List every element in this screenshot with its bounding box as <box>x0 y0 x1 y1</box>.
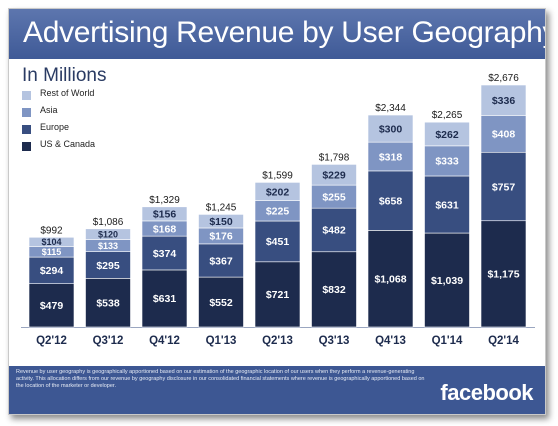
bar-europe-4 <box>254 220 301 263</box>
bar-europe-6 <box>367 170 414 231</box>
total-label-3: $1,245 <box>206 202 237 213</box>
value-label-us-canada-5: $832 <box>322 284 346 296</box>
bar-rest-of-world-8 <box>480 84 527 116</box>
bar-us-canada-4 <box>254 261 301 328</box>
bar-asia-7 <box>424 145 470 177</box>
value-label-rest-of-world-3: $150 <box>209 216 233 228</box>
value-label-rest-of-world-7: $262 <box>435 129 459 141</box>
bar-europe-5 <box>311 207 357 253</box>
chart-subtitle: In Millions <box>22 65 107 86</box>
bar-rest-of-world-5 <box>311 164 357 186</box>
value-label-us-canada-4: $721 <box>266 289 290 301</box>
value-label-us-canada-7: $1,039 <box>431 275 463 287</box>
legend-swatch-rest-of-world <box>22 91 31 100</box>
total-label-7: $2,265 <box>432 110 463 121</box>
bar-us-canada-7 <box>424 232 470 328</box>
x-tick-label-1: Q3'12 <box>93 335 124 347</box>
footer-bar: Revenue by user geography is geographica… <box>9 366 545 414</box>
slide-title: Advertising Revenue by User Geography <box>23 16 546 49</box>
total-label-4: $1,599 <box>262 170 293 181</box>
bar-asia-6 <box>367 141 414 172</box>
value-label-us-canada-8: $1,175 <box>487 269 519 281</box>
legend-swatch-europe <box>22 125 31 134</box>
value-label-europe-0: $294 <box>40 265 64 277</box>
value-label-us-canada-6: $1,068 <box>374 273 406 285</box>
bar-rest-of-world-4 <box>254 182 301 201</box>
value-label-europe-1: $295 <box>96 260 120 272</box>
x-tick-label-8: Q2'14 <box>488 335 519 347</box>
value-label-asia-7: $333 <box>435 156 459 168</box>
x-tick-label-2: Q4'12 <box>149 335 180 347</box>
bar-us-canada-3 <box>198 276 244 328</box>
bar-us-canada-2 <box>141 269 188 328</box>
legend-label-europe: Europe <box>40 122 70 132</box>
value-label-asia-2: $168 <box>153 223 177 235</box>
stacked-bar-chart: $479 $294 $115$104$992 Q2'12 $538 $295 $133 $12… <box>21 73 535 347</box>
value-label-rest-of-world-2: $156 <box>153 209 177 221</box>
value-label-asia-5: $255 <box>322 191 346 203</box>
x-tick-label-6: Q4'13 <box>375 335 406 347</box>
total-label-1: $1,086 <box>93 217 124 228</box>
total-label-0: $992 <box>40 225 63 236</box>
slide: Advertising Revenue by User Geography In… <box>8 8 546 415</box>
value-label-europe-4: $451 <box>266 236 290 248</box>
value-label-europe-6: $658 <box>379 195 403 207</box>
value-label-rest-of-world-8: $336 <box>492 95 516 107</box>
value-label-asia-0: $115 <box>42 247 62 257</box>
value-label-rest-of-world-4: $202 <box>266 186 290 198</box>
bar-us-canada-1 <box>85 278 131 328</box>
bar-europe-1 <box>85 251 131 279</box>
bar-europe-0 <box>28 256 75 284</box>
bar-europe-7 <box>424 175 470 234</box>
value-label-europe-2: $374 <box>153 248 177 260</box>
value-label-europe-7: $631 <box>435 199 459 211</box>
value-label-asia-1: $133 <box>98 241 118 251</box>
value-label-rest-of-world-5: $229 <box>322 170 346 182</box>
title-bar: Advertising Revenue by User Geography <box>9 9 545 59</box>
value-label-asia-6: $318 <box>379 151 403 163</box>
legend-label-us-canada: US & Canada <box>40 139 96 149</box>
value-label-europe-3: $367 <box>209 255 233 267</box>
facebook-logo: facebook <box>440 380 533 405</box>
x-tick-label-0: Q2'12 <box>36 335 67 347</box>
total-label-8: $2,676 <box>488 73 519 84</box>
bar-rest-of-world-7 <box>424 121 470 147</box>
value-label-europe-5: $482 <box>322 225 346 237</box>
legend-swatch-us-canada <box>22 142 31 151</box>
total-label-6: $2,344 <box>375 103 406 114</box>
value-label-rest-of-world-1: $120 <box>98 229 118 239</box>
total-label-5: $1,798 <box>319 152 350 163</box>
bar-us-canada-6 <box>367 230 414 328</box>
bar-rest-of-world-6 <box>367 114 414 143</box>
x-tick-label-4: Q2'13 <box>262 335 293 347</box>
value-label-europe-8: $757 <box>492 181 516 193</box>
bar-rest-of-world-1 <box>85 228 131 240</box>
value-label-us-canada-1: $538 <box>96 297 120 309</box>
bar-europe-8 <box>480 151 527 222</box>
bar-us-canada-0 <box>28 283 75 328</box>
x-tick-label-3: Q1'13 <box>206 335 237 347</box>
value-label-asia-3: $176 <box>209 231 233 243</box>
bar-rest-of-world-3 <box>198 214 244 229</box>
bar-rest-of-world-0 <box>28 236 75 247</box>
bar-europe-3 <box>198 243 244 278</box>
total-label-2: $1,329 <box>149 195 180 206</box>
bar-us-canada-5 <box>311 251 357 328</box>
legend-label-asia: Asia <box>40 105 58 115</box>
legend-label-rest-of-world: Rest of World <box>40 88 95 98</box>
value-label-rest-of-world-6: $300 <box>379 123 403 135</box>
bar-asia-8 <box>480 115 527 153</box>
x-tick-label-5: Q3'13 <box>319 335 350 347</box>
footnote-text: Revenue by user geography is geographica… <box>16 369 425 389</box>
value-label-asia-8: $408 <box>492 129 516 141</box>
bar-rest-of-world-2 <box>141 206 188 222</box>
value-label-us-canada-2: $631 <box>153 293 177 305</box>
value-label-asia-4: $225 <box>266 206 290 218</box>
value-label-us-canada-0: $479 <box>40 300 64 312</box>
legend-swatch-asia <box>22 108 31 117</box>
x-tick-label-7: Q1'14 <box>432 335 463 347</box>
value-label-rest-of-world-0: $104 <box>41 237 61 247</box>
value-label-us-canada-3: $552 <box>209 297 233 309</box>
